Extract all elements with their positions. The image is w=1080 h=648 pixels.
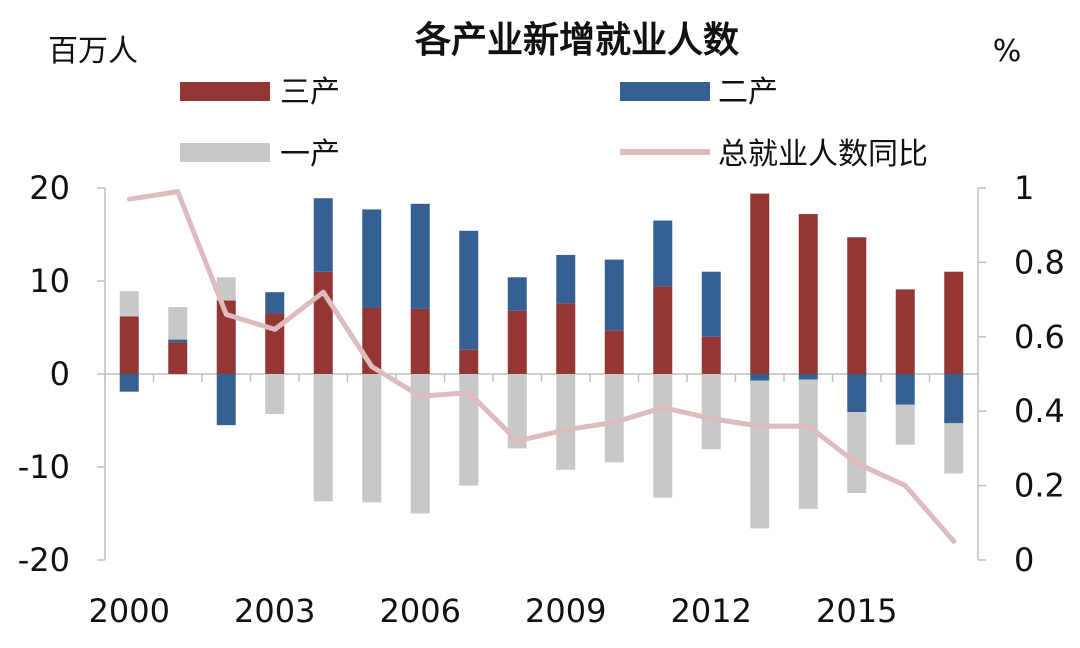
yoy-line-group	[126, 189, 957, 544]
bar-一产-2016	[895, 404, 915, 445]
bar-一产-2013	[750, 380, 770, 529]
bar-二产-2009	[556, 254, 576, 304]
bar-一产-2007	[459, 374, 479, 486]
bar-一产-2002	[216, 277, 236, 301]
x-tick-label: 2000	[89, 592, 170, 630]
yoy-line	[126, 189, 957, 544]
bar-二产-2013	[750, 374, 770, 381]
right-tick-label: 0.4	[1014, 392, 1065, 430]
bar-三产-2007	[459, 349, 479, 374]
x-tick-label: 2003	[234, 592, 315, 630]
bar-一产-2006	[410, 374, 430, 514]
bar-三产-2000	[119, 316, 139, 374]
bar-一产-2001	[168, 307, 188, 340]
right-axis-unit: %	[993, 34, 1022, 69]
bar-三产-2016	[895, 289, 915, 374]
x-tick-label: 2006	[380, 592, 461, 630]
right-tick-label: 1	[1014, 169, 1034, 207]
x-tick-label: 2012	[671, 592, 752, 630]
bar-一产-2005	[362, 374, 382, 503]
bar-一产-2012	[701, 374, 721, 450]
left-tick-label: -10	[18, 448, 70, 486]
left-axis-unit: 百万人	[48, 34, 138, 69]
legend-swatch-secondary	[620, 82, 710, 101]
bar-一产-2015	[847, 412, 867, 494]
bar-三产-2017	[944, 271, 964, 374]
bar-三产-2012	[701, 336, 721, 374]
bar-三产-2011	[653, 286, 673, 374]
bar-二产-2001	[168, 339, 188, 343]
bar-一产-2011	[653, 374, 673, 498]
bar-三产-2014	[798, 214, 818, 374]
bar-三产-2004	[313, 271, 333, 374]
right-tick-label: 0.8	[1014, 243, 1065, 281]
bar-一产-2014	[798, 379, 818, 509]
bar-一产-2004	[313, 374, 333, 502]
bars	[119, 193, 964, 529]
bar-二产-2015	[847, 374, 867, 413]
left-tick-label: 10	[29, 262, 70, 300]
tick-labels: 20 10 0 -10 -20 1 0.8 0.6 0.4 0.2 0 2000 2003 2006 200…	[18, 169, 1065, 630]
bar-二产-2006	[410, 203, 430, 309]
legend-label-secondary: 二产	[718, 75, 778, 110]
bar-二产-2008	[507, 277, 527, 311]
legend: 三产 二产 一产 总就业人数同比	[180, 75, 928, 172]
bar-二产-2005	[362, 209, 382, 308]
legend-label-total-yoy: 总就业人数同比	[718, 137, 928, 172]
right-tick-label: 0.2	[1014, 467, 1065, 505]
bar-三产-2002	[216, 300, 236, 374]
left-tick-label: 20	[29, 169, 70, 207]
bar-三产-2013	[750, 193, 770, 374]
bar-二产-2003	[265, 292, 285, 314]
bar-一产-2017	[944, 423, 964, 474]
chart-title: 各产业新增就业人数	[415, 20, 739, 61]
left-tick-label: -20	[18, 541, 70, 579]
legend-swatch-tertiary	[180, 82, 270, 101]
bar-二产-2007	[459, 230, 479, 350]
bar-三产-2015	[847, 237, 867, 374]
bar-二产-2014	[798, 374, 818, 380]
bar-二产-2000	[119, 374, 139, 392]
bar-二产-2016	[895, 374, 915, 405]
axes	[97, 187, 986, 561]
bar-一产-2010	[604, 374, 624, 463]
bar-一产-2000	[119, 291, 139, 317]
bar-二产-2002	[216, 374, 236, 426]
bar-一产-2009	[556, 374, 576, 470]
legend-label-tertiary: 三产	[280, 75, 340, 110]
bar-三产-2009	[556, 303, 576, 374]
left-tick-label: 0	[50, 355, 70, 393]
legend-swatch-primary	[180, 143, 270, 162]
bar-三产-2001	[168, 342, 188, 374]
bar-二产-2011	[653, 220, 673, 287]
bar-三产-2008	[507, 310, 527, 374]
bar-二产-2004	[313, 198, 333, 272]
legend-label-primary: 一产	[280, 137, 340, 172]
bar-三产-2010	[604, 330, 624, 374]
bar-二产-2010	[604, 259, 624, 331]
bar-二产-2012	[701, 271, 721, 337]
bar-二产-2017	[944, 374, 964, 424]
bar-三产-2006	[410, 308, 430, 374]
x-tick-label: 2015	[816, 592, 897, 630]
right-tick-label: 0	[1014, 541, 1034, 579]
bar-一产-2003	[265, 374, 285, 414]
right-tick-label: 0.6	[1014, 318, 1065, 356]
x-tick-label: 2009	[525, 592, 606, 630]
bar-一产-2008	[507, 374, 527, 449]
